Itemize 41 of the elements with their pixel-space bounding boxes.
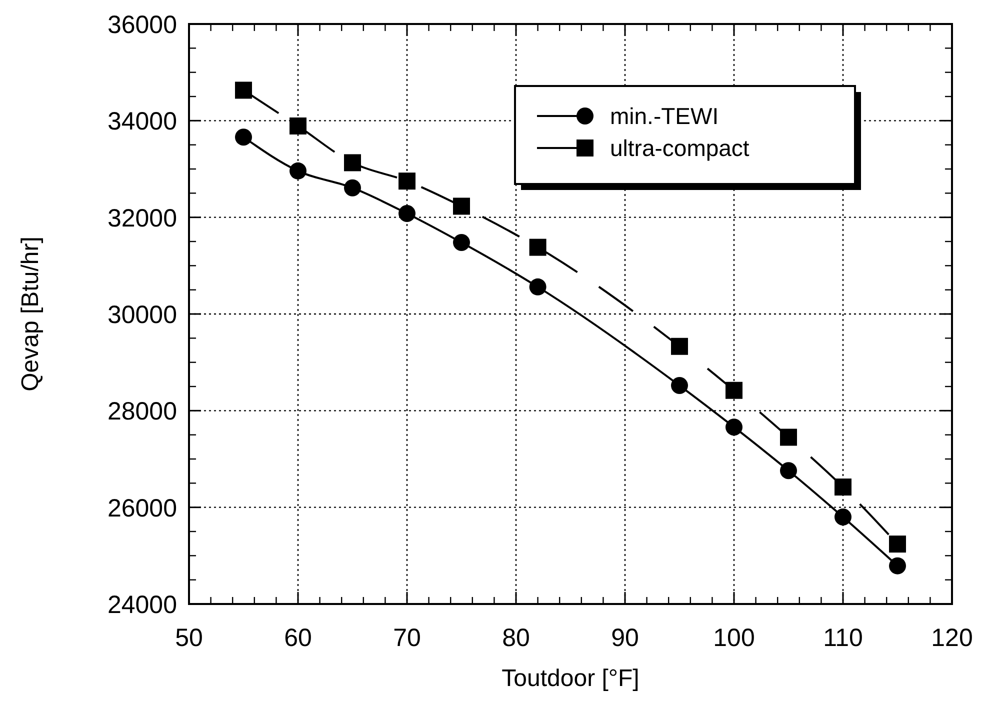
y-tick-label: 30000: [107, 301, 177, 329]
y-tick-label: 36000: [107, 11, 177, 39]
point: [290, 162, 306, 180]
point: [235, 82, 252, 99]
point: [398, 172, 416, 190]
point: [529, 238, 546, 256]
point: [671, 377, 688, 394]
point: [780, 462, 797, 480]
point: [529, 278, 546, 296]
point: [889, 536, 906, 553]
point: [780, 428, 797, 446]
y-tick-label: 26000: [107, 494, 177, 522]
x-tick-label: 120: [931, 624, 973, 652]
point: [344, 154, 361, 172]
x-tick-label: 50: [175, 624, 203, 652]
point: [671, 338, 688, 355]
x-tick-label: 100: [713, 624, 755, 652]
legend-label: ultra-compact: [610, 135, 750, 161]
point: [453, 234, 470, 251]
point: [290, 117, 306, 134]
x-tick-label: 110: [823, 624, 863, 652]
x-tick-label: 80: [502, 624, 530, 652]
legend-label: min.-TEWI: [610, 103, 719, 129]
y-tick-label: 24000: [107, 591, 177, 619]
y-axis-title: Qevap [Btu/hr]: [17, 236, 44, 392]
point: [398, 204, 416, 222]
y-tick-label: 28000: [107, 398, 177, 426]
point: [834, 508, 852, 526]
point: [453, 198, 470, 215]
y-tick-label: 34000: [107, 108, 177, 136]
point: [889, 557, 906, 574]
x-axis-title: Toutdoor [°F]: [502, 665, 640, 692]
point: [834, 478, 852, 496]
point: [344, 179, 361, 196]
point: [726, 418, 742, 436]
point: [235, 128, 252, 146]
x-tick-label: 60: [284, 624, 312, 652]
y-tick-label: 32000: [107, 204, 177, 232]
x-tick-label: 90: [611, 624, 639, 652]
point: [726, 382, 742, 399]
x-tick-label: 70: [393, 624, 421, 652]
